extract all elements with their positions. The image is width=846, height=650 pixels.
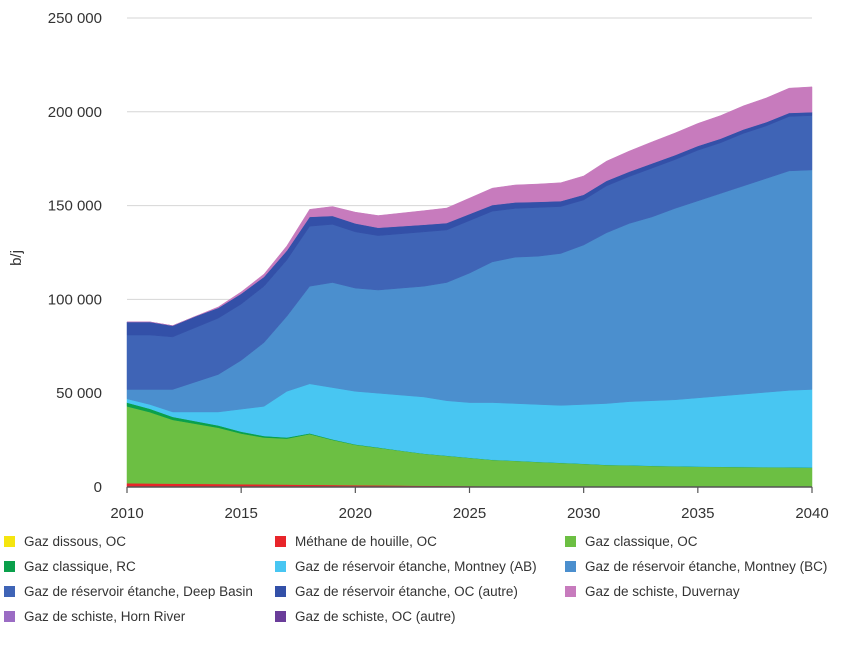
legend-item: Gaz classique, RC xyxy=(4,559,136,574)
x-tick-label-1: 2015 xyxy=(224,505,257,522)
legend-label: Gaz de réservoir étanche, Montney (BC) xyxy=(585,559,828,574)
legend-item: Gaz de réservoir étanche, Montney (BC) xyxy=(565,559,827,574)
legend-swatch xyxy=(275,561,286,572)
legend-swatch xyxy=(4,536,15,547)
stacked-area-chart: 0 50 000 100 000 150 000 200 000 250 000 2010… xyxy=(8,10,829,522)
legend-swatch xyxy=(275,536,286,547)
legend-swatch xyxy=(275,586,286,597)
legend-swatch xyxy=(4,561,15,572)
legend-swatch xyxy=(4,586,15,597)
legend-label: Gaz de réservoir étanche, Deep Basin xyxy=(24,584,253,599)
legend-swatch xyxy=(4,611,15,622)
legend-label: Gaz classique, OC xyxy=(585,534,698,549)
legend-swatch xyxy=(565,561,576,572)
legend-label: Méthane de houille, OC xyxy=(295,534,437,549)
legend-item: Gaz de réservoir étanche, Montney (AB) xyxy=(275,559,537,574)
y-axis-label: b/j xyxy=(8,250,25,266)
legend-swatch xyxy=(275,611,286,622)
x-tick-label-6: 2040 xyxy=(795,505,828,522)
legend-swatch xyxy=(565,536,576,547)
legend-label: Gaz de schiste, Duvernay xyxy=(585,584,740,599)
y-tick-label-4: 200 000 xyxy=(48,104,102,121)
legend-item: Gaz de réservoir étanche, Deep Basin xyxy=(4,584,253,599)
y-tick-label-2: 100 000 xyxy=(48,291,102,308)
legend-label: Gaz classique, RC xyxy=(24,559,136,574)
legend-item: Gaz de schiste, Horn River xyxy=(4,609,185,624)
legend-item: Gaz de schiste, Duvernay xyxy=(565,584,740,599)
x-tick-label-5: 2035 xyxy=(681,505,714,522)
x-tick-label-2: 2020 xyxy=(339,505,372,522)
y-tick-labels: 0 50 000 100 000 150 000 200 000 250 000 xyxy=(48,10,102,496)
axes xyxy=(126,486,813,493)
y-tick-label-0: 0 xyxy=(94,479,102,496)
legend-item: Méthane de houille, OC xyxy=(275,534,437,549)
x-tick-label-3: 2025 xyxy=(453,505,486,522)
legend: Gaz dissous, OC Méthane de houille, OC Gaz… xyxy=(0,528,846,646)
legend-label: Gaz de schiste, Horn River xyxy=(24,609,186,624)
legend-label: Gaz de schiste, OC (autre) xyxy=(295,609,456,624)
y-tick-label-1: 50 000 xyxy=(56,385,102,402)
legend-item: Gaz de schiste, OC (autre) xyxy=(275,609,456,624)
legend-label: Gaz de réservoir étanche, Montney (AB) xyxy=(295,559,537,574)
legend-swatch xyxy=(565,586,576,597)
legend-label: Gaz de réservoir étanche, OC (autre) xyxy=(295,584,518,599)
x-tick-labels: 2010 2015 2020 2025 2030 2035 2040 xyxy=(110,505,828,522)
legend-item: Gaz de réservoir étanche, OC (autre) xyxy=(275,584,518,599)
area-series-8 xyxy=(127,86,813,326)
y-tick-label-5: 250 000 xyxy=(48,10,102,27)
legend-item: Gaz dissous, OC xyxy=(4,534,126,549)
legend-label: Gaz dissous, OC xyxy=(24,534,127,549)
area-series xyxy=(126,86,813,488)
x-tick-label-0: 2010 xyxy=(110,505,143,522)
x-tick-label-4: 2030 xyxy=(567,505,600,522)
y-tick-label-3: 150 000 xyxy=(48,198,102,215)
legend-item: Gaz classique, OC xyxy=(565,534,698,549)
